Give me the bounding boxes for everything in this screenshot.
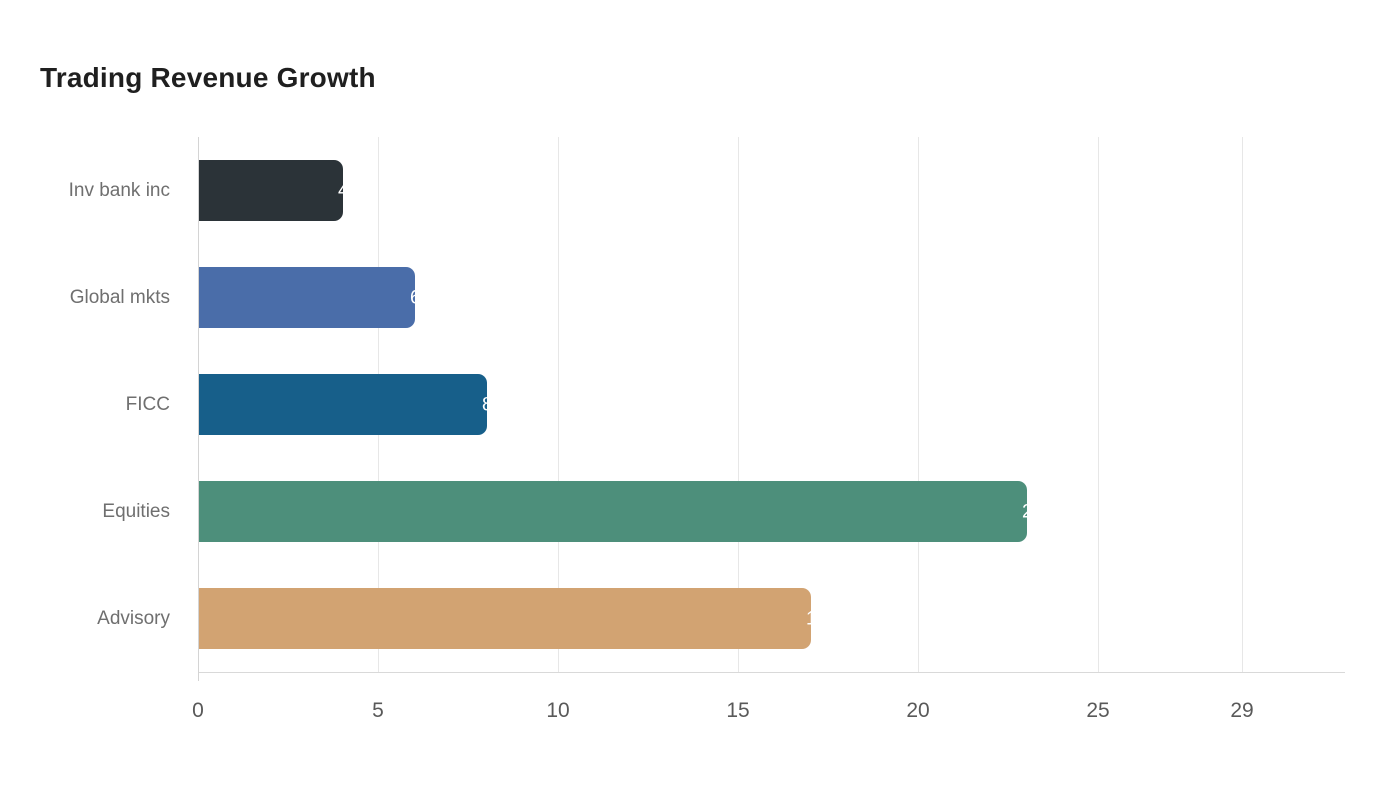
bar-value-label: 17: [806, 608, 828, 629]
x-tick-label-25: 25: [1086, 699, 1110, 722]
gridline-20: [918, 137, 919, 672]
bar-ficc: 8: [199, 374, 493, 435]
bar-global-mkts: 6: [199, 267, 421, 328]
bar-value-label: 6: [410, 287, 421, 308]
category-label-global-mkts: Global mkts: [69, 286, 170, 308]
x-tick-label-0: 0: [192, 699, 204, 722]
gridline-29: [1242, 137, 1243, 672]
bar-value-label: 4: [338, 180, 349, 201]
bar-value-label: 8: [482, 394, 493, 415]
x-tick-label-29: 29: [1230, 699, 1254, 722]
x-tick-label-10: 10: [546, 699, 570, 722]
category-label-advisory: Advisory: [97, 607, 170, 629]
bar-advisory: 17: [199, 588, 827, 649]
plot-area: 4 6 8 23 17: [198, 137, 1345, 681]
chart-title: Trading Revenue Growth: [40, 62, 376, 93]
y-axis-line: [198, 137, 199, 681]
gridline-10: [558, 137, 559, 672]
bar-value-label: 23: [1022, 501, 1044, 522]
bar-equities: 23: [199, 481, 1043, 542]
x-tick-label-15: 15: [726, 699, 750, 722]
category-label-inv-bank-inc: Inv bank inc: [68, 179, 170, 201]
gridline-25: [1098, 137, 1099, 672]
x-axis-line: [198, 672, 1345, 673]
x-tick-label-20: 20: [906, 699, 930, 722]
bar-inv-bank-inc: 4: [199, 160, 349, 221]
gridline-15: [738, 137, 739, 672]
x-tick-label-5: 5: [372, 699, 384, 722]
category-label-ficc: FICC: [125, 393, 170, 415]
category-label-equities: Equities: [102, 500, 170, 522]
